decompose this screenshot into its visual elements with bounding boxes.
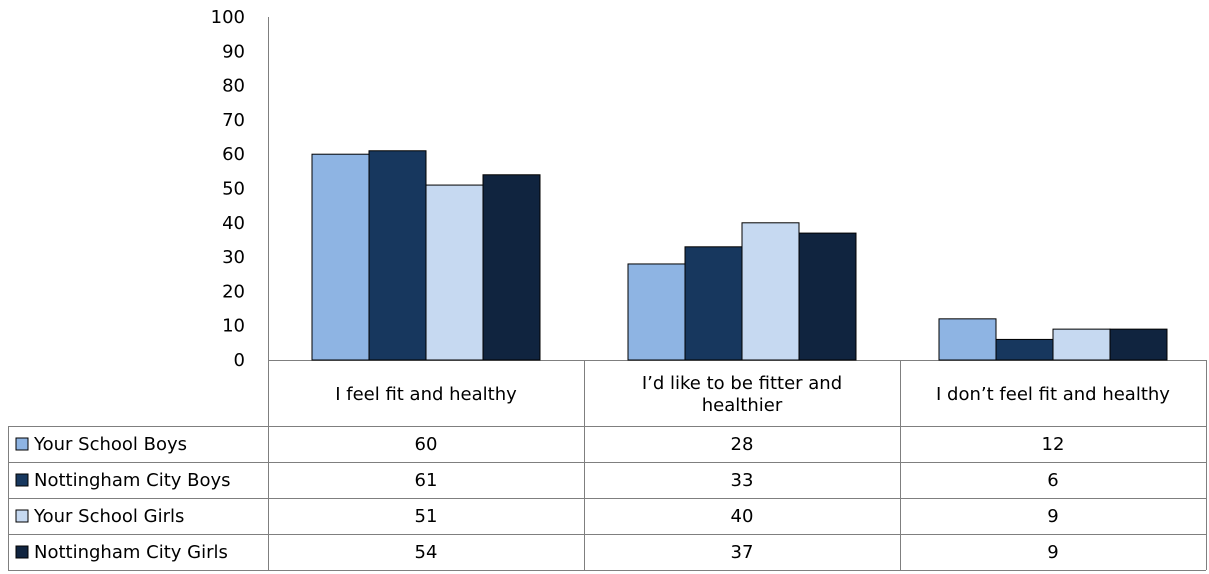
legend-series-label: Your School Girls — [33, 506, 184, 527]
y-tick-label: 60 — [222, 144, 245, 165]
table-value: 28 — [731, 434, 754, 455]
y-tick-label: 10 — [222, 316, 245, 337]
legend-swatch — [15, 509, 29, 523]
bar — [1052, 328, 1111, 361]
bar — [938, 318, 997, 361]
y-tick-label: 20 — [222, 281, 245, 302]
x-category-label: I feel fit and healthy — [335, 384, 517, 405]
legend-swatch — [15, 473, 29, 487]
y-tick-label: 90 — [222, 41, 245, 62]
table-value: 51 — [415, 506, 438, 527]
bar — [368, 150, 427, 361]
table-value: 61 — [415, 470, 438, 491]
y-tick-label: 80 — [222, 76, 245, 97]
y-tick-label: 70 — [222, 110, 245, 131]
x-category-label: I’d like to be fitter and healthier — [642, 373, 842, 416]
bars — [311, 150, 1168, 361]
table-value: 12 — [1042, 434, 1065, 455]
legend-series-label: Nottingham City Boys — [34, 470, 231, 491]
bar — [798, 232, 857, 361]
table-value: 37 — [731, 542, 754, 563]
bar — [482, 174, 541, 361]
legend-series-label: Your School Boys — [33, 434, 187, 455]
legend-swatch — [15, 437, 29, 451]
table-value: 33 — [731, 470, 754, 491]
bar — [425, 184, 484, 361]
data-table: I feel fit and healthy I’d like to be fit… — [8, 360, 1207, 571]
y-tick-label: 30 — [222, 247, 245, 268]
table-value: 9 — [1047, 542, 1058, 563]
bar — [741, 222, 800, 361]
legend-swatch — [15, 545, 29, 559]
y-tick-label: 0 — [234, 350, 245, 371]
y-axis-ticks: 0 10 20 30 40 50 60 70 80 90 100 — [211, 7, 245, 371]
x-category-label: I don’t feel fit and healthy — [936, 384, 1170, 405]
y-tick-label: 100 — [211, 7, 245, 28]
table-value: 60 — [415, 434, 438, 455]
bar — [311, 153, 370, 361]
legend-series-label: Nottingham City Girls — [34, 542, 228, 563]
bar — [995, 338, 1054, 361]
table-value: 9 — [1047, 506, 1058, 527]
table-value: 40 — [731, 506, 754, 527]
bar — [684, 246, 743, 361]
y-tick-label: 50 — [222, 179, 245, 200]
table-value: 54 — [415, 542, 438, 563]
bar — [627, 263, 686, 361]
bar — [1109, 328, 1168, 361]
y-tick-label: 40 — [222, 213, 245, 234]
table-value: 6 — [1047, 470, 1058, 491]
